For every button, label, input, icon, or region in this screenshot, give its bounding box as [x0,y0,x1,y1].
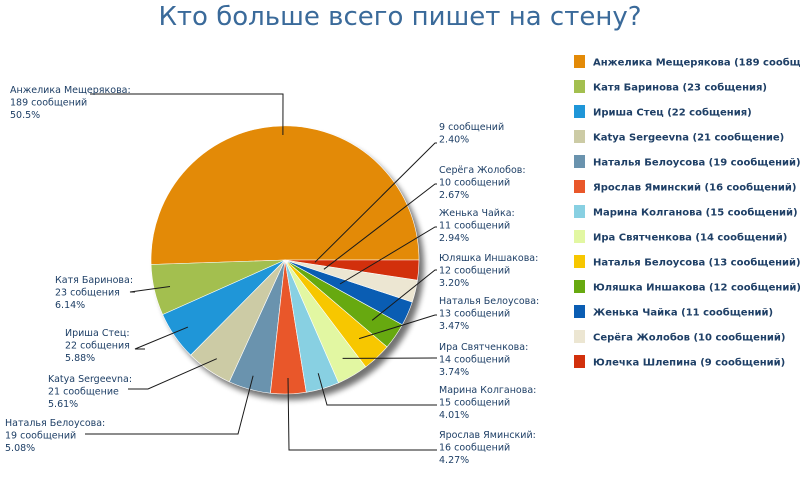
data-label-9-1: 12 сообщений [439,266,510,277]
legend-swatch-12 [574,355,585,368]
leader-line-3 [128,358,218,390]
data-label-9-0: Юляшка Иншакова: [439,253,538,264]
legend-swatch-5 [574,180,585,193]
data-label-4-0: Наталья Белоусова: [5,418,105,429]
data-label-3-1: 21 сообщение [48,387,119,398]
data-label-11-0: Серёга Жолобов: [439,165,526,176]
data-label-6-0: Марина Колганова: [439,385,536,396]
leader-line-2 [134,326,189,350]
data-label-2-0: Ириша Стец: [65,328,130,339]
legend-label-12[interactable]: Юлечка Шлепина (9 сообщений) [593,357,785,369]
pie-slice-0[interactable] [150,125,420,265]
data-label-7-2: 3.74% [439,367,469,378]
data-label-5-0: Ярослав Яминский: [439,430,536,441]
data-label-11-2: 2.67% [439,190,469,201]
data-label-10-1: 11 сообщений [439,221,510,232]
data-label-8-2: 3.47% [439,321,469,332]
legend-label-1[interactable]: Катя Баринова (23 собщения) [593,82,767,94]
data-label-8-1: 13 сообщений [439,309,510,320]
data-label-6-1: 15 сообщений [439,398,510,409]
legend-label-9[interactable]: Юляшка Иншакова (12 сообщений) [593,282,800,294]
data-label-5-2: 4.27% [439,455,469,466]
data-label-1-1: 23 собщения [55,288,120,299]
legend-swatch-7 [574,230,585,243]
data-label-4-1: 19 сообщений [5,431,76,442]
data-label-5-1: 16 сообщений [439,443,510,454]
data-label-3-0: Katya Sergeevna: [48,374,132,385]
data-label-1-0: Катя Баринова: [55,275,133,286]
legend-label-8[interactable]: Наталья Белоусова (13 сообщений) [593,257,800,269]
leader-line-8 [358,314,437,340]
legend-label-10[interactable]: Женька Чайка (11 сообщений) [593,307,773,319]
legend-label-2[interactable]: Ириша Стец (22 собщения) [593,107,752,119]
legend-swatch-4 [574,155,585,168]
data-label-10-0: Женька Чайка: [439,208,515,219]
data-label-4-2: 5.08% [5,443,35,454]
data-label-0-0: Анжелика Мещерякова: [10,85,131,96]
legend-swatch-6 [574,205,585,218]
data-label-7-1: 14 сообщений [439,355,510,366]
data-label-0-1: 189 сообщений [10,98,87,109]
data-label-8-0: Наталья Белоусова: [439,296,539,307]
data-label-0-2: 50.5% [10,110,40,121]
legend-label-3[interactable]: Katya Sergeevna (21 сообщение) [593,132,784,144]
leader-line-0 [90,93,284,136]
legend-label-0[interactable]: Анжелика Мещерякова (189 сообще [593,57,800,69]
legend-swatch-3 [574,130,585,143]
leader-line-12 [314,142,437,263]
chart-title: Кто больше всего пишет на стену? [158,2,642,32]
legend-swatch-1 [574,80,585,93]
legend-label-6[interactable]: Марина Колганова (15 сообщений) [593,207,798,219]
data-label-11-1: 10 сообщений [439,178,510,189]
leader-line-9 [371,269,437,321]
data-label-9-2: 3.20% [439,278,469,289]
leader-line-4 [85,375,254,435]
legend-label-7[interactable]: Ира Святченкова (14 сообщений) [593,232,787,244]
legend-swatch-2 [574,105,585,118]
leader-line-5 [287,377,437,451]
data-label-12-1: 2.40% [439,135,469,146]
leader-line-1 [129,286,171,293]
legend-swatch-0 [574,55,585,68]
leader-line-6 [317,373,437,406]
legend-swatch-11 [574,330,585,343]
legend-label-11[interactable]: Серёга Жолобов (10 сообщений) [593,332,785,344]
data-label-6-2: 4.01% [439,410,469,421]
data-label-3-2: 5.61% [48,399,78,410]
legend-label-5[interactable]: Ярослав Яминский (16 сообщений) [593,182,797,194]
data-label-7-0: Ира Святченкова: [439,342,528,353]
legend-label-4[interactable]: Наталья Белоусова (19 сообщений) [593,157,800,169]
legend-swatch-8 [574,255,585,268]
data-label-12-0: 9 сообщений [439,122,504,133]
leader-line-11 [323,183,437,270]
data-label-10-2: 2.94% [439,233,469,244]
legend-swatch-10 [574,305,585,318]
legend-swatch-9 [574,280,585,293]
leader-line-10 [339,226,437,285]
data-label-1-2: 6.14% [55,300,85,311]
data-label-2-1: 22 собщения [65,341,130,352]
pie-slice-12[interactable] [284,259,420,281]
data-label-2-2: 5.88% [65,353,95,364]
